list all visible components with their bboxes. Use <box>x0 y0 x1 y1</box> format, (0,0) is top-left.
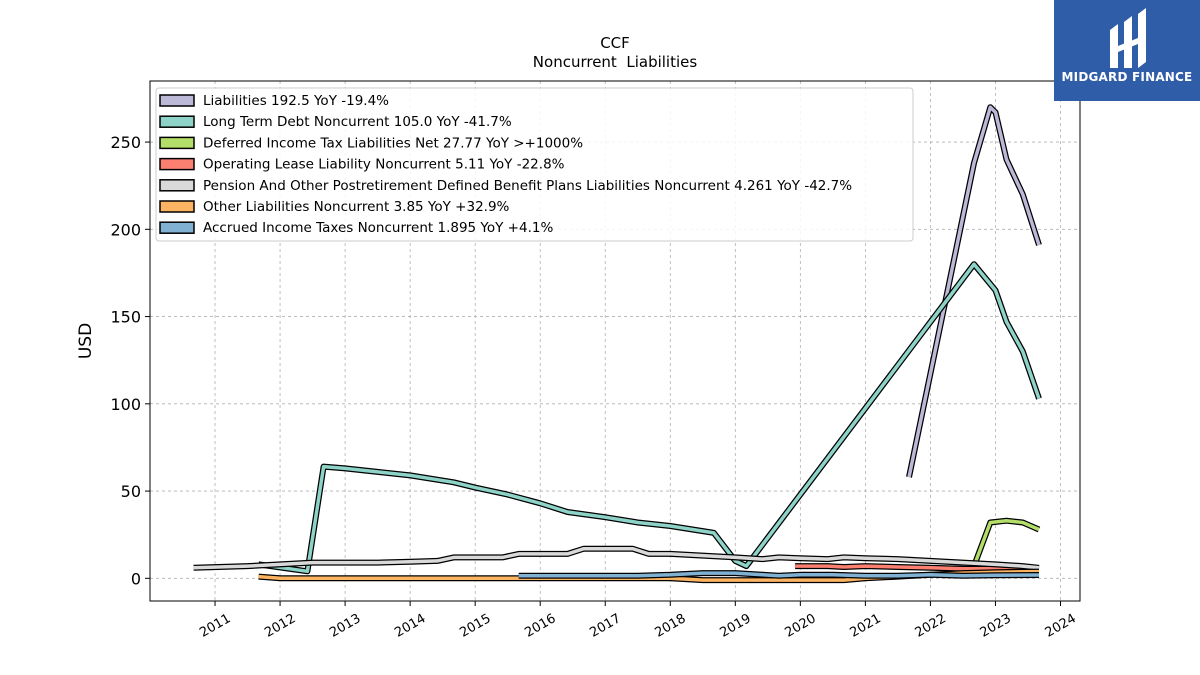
legend-entry: Long Term Debt Noncurrent 105.0 YoY -41.… <box>203 114 512 130</box>
x-tick-label: 2020 <box>783 611 819 641</box>
legend-swatch <box>159 200 195 213</box>
x-tick-label: 2021 <box>848 611 884 641</box>
y-tick-label: 0 <box>131 569 141 588</box>
series-line <box>518 571 1040 578</box>
plot-frame <box>149 80 1081 602</box>
y-tick-label: 50 <box>121 482 141 501</box>
legend-entry: Operating Lease Liability Noncurrent 5.1… <box>203 157 565 173</box>
series-accrued-income-taxes-noncurrent <box>518 570 1040 579</box>
x-tick-label: 2015 <box>457 611 493 641</box>
x-tick-label: 2017 <box>587 611 623 641</box>
series-line <box>972 518 1040 567</box>
legend-swatch <box>159 136 195 150</box>
x-tick-label: 2016 <box>522 611 558 641</box>
legend-swatch <box>159 115 195 128</box>
series-line <box>907 105 1041 478</box>
legend-swatch <box>159 94 195 107</box>
series-deferred-income-tax-liabilities-net <box>971 517 1041 568</box>
series-line <box>795 564 1040 572</box>
x-axis: 2011 2012 2013 2014 2015 2016 2017 2018 2019 2020… <box>197 601 1079 641</box>
x-tick-label: 2011 <box>197 611 233 641</box>
series-long-term-debt-noncurrent <box>258 261 1042 575</box>
chart-title: CCF <box>600 34 630 52</box>
legend-swatch <box>159 157 195 171</box>
x-tick-label: 2024 <box>1043 611 1079 641</box>
series-liabilities <box>906 104 1042 478</box>
legend-swatch <box>159 221 195 234</box>
series-line <box>193 546 1040 570</box>
x-tick-label: 2018 <box>652 611 688 641</box>
y-tick-label: 250 <box>110 133 141 152</box>
legend-entry: Liabilities 192.5 YoY -19.4% <box>203 93 389 109</box>
legend-entry: Pension And Other Postretirement Defined… <box>203 178 852 194</box>
legend-entry: Other Liabilities Noncurrent 3.85 YoY +3… <box>203 199 510 215</box>
brand-logo: MIDGARD FINANCE <box>1054 0 1200 101</box>
brand-name: MIDGARD FINANCE <box>1061 70 1193 84</box>
legend-entry: Deferred Income Tax Liabilities Net 27.7… <box>203 135 583 151</box>
x-tick-label: 2019 <box>717 611 753 641</box>
legend-box <box>155 87 914 242</box>
x-tick-label: 2022 <box>913 611 949 641</box>
y-tick-label: 100 <box>110 395 141 414</box>
y-axis-label: USD <box>76 323 96 359</box>
series-layer <box>193 104 1042 584</box>
x-tick-label: 2012 <box>262 611 298 641</box>
series-operating-lease-liability-noncurrent <box>795 563 1040 573</box>
x-tick-label: 2013 <box>327 611 363 641</box>
series-line <box>258 262 1041 574</box>
series-pension-and-other-postretirement-defined-benefit-plans-liabilities-noncurrent <box>193 545 1040 571</box>
brand-mark-icon <box>1110 8 1146 68</box>
y-axis: 0 50 100 150 200 250 <box>110 133 150 588</box>
legend: Liabilities 192.5 YoY -19.4% Long Term De… <box>155 87 914 242</box>
legend-swatch <box>159 179 195 192</box>
chart-subtitle: Noncurrent Liabilities <box>533 53 698 71</box>
y-tick-label: 150 <box>110 308 141 327</box>
legend-entry: Accrued Income Taxes Noncurrent 1.895 Yo… <box>203 220 553 236</box>
x-tick-label: 2014 <box>392 611 428 641</box>
y-tick-label: 200 <box>110 220 141 239</box>
x-tick-label: 2023 <box>978 611 1014 641</box>
